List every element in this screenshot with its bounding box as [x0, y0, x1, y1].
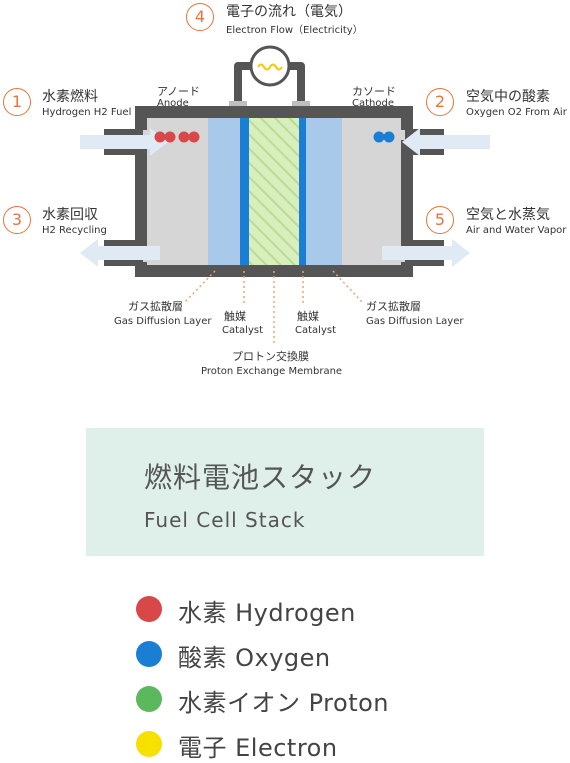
step-4-label-en: Electron Flow（Electricity）: [226, 25, 363, 36]
membrane-label-en: Proton Exchange Membrane: [201, 366, 343, 377]
stack-title-box: 燃料電池スタック Fuel Cell Stack: [86, 428, 484, 556]
legend-label-oxygen: 酸素 Oxygen: [178, 644, 331, 672]
cathode-label-en: Cathode: [352, 98, 394, 109]
hydrogen-recycle-arrow: [80, 239, 160, 267]
step-5-badge: 5: [426, 206, 454, 234]
stack-title-jp: 燃料電池スタック: [144, 461, 377, 494]
legend-label-electron: 電子 Electron: [178, 734, 338, 762]
legend-dot-electron: [136, 731, 162, 757]
oxygen-inflow-arrow: [402, 128, 490, 156]
catalyst-anode-label-jp: 触媒: [224, 310, 246, 323]
hydrogen-molecule: [188, 131, 200, 143]
oxygen-molecule: [373, 131, 385, 143]
legend-label-hydrogen: 水素 Hydrogen: [178, 599, 356, 627]
gdl-anode: [208, 114, 244, 269]
catalyst-anode-label-en: Catalyst: [222, 325, 263, 336]
legend-label-proton: 水素イオン Proton: [178, 689, 390, 717]
step-5-label-en: Air and Water Vapor: [466, 225, 567, 236]
anode-label-en: Anode: [157, 98, 189, 109]
load-wave: [257, 63, 283, 71]
oxygen-molecule: [383, 131, 395, 143]
step-3-badge: 3: [3, 206, 31, 234]
step-3-label-jp: 水素回収: [42, 207, 98, 223]
catalyst-cathode: [299, 114, 308, 269]
legend-dot-hydrogen: [136, 596, 162, 622]
catalyst-anode: [240, 114, 249, 269]
proton-exchange-membrane: [249, 114, 299, 269]
hydrogen-inflow-arrow: [80, 128, 168, 156]
hydrogen-molecule: [178, 131, 190, 143]
gdl-cathode-label-en: Gas Diffusion Layer: [366, 316, 464, 327]
gdl-cathode-label-jp: ガス拡散層: [366, 300, 421, 313]
step-4-label-jp: 電子の流れ（電気）: [226, 4, 352, 20]
legend-dot-oxygen: [136, 641, 162, 667]
step-1-label-jp: 水素燃料: [42, 89, 98, 105]
step-4-badge: 4: [186, 3, 214, 31]
step-2-label-jp: 空気中の酸素: [466, 89, 550, 105]
step-3-label-en: H2 Recycling: [42, 225, 107, 236]
gdl-anode-label-en: Gas Diffusion Layer: [114, 316, 212, 327]
step-5-label-jp: 空気と水蒸気: [466, 207, 550, 223]
stack-title-en: Fuel Cell Stack: [144, 508, 306, 532]
step-2-label-en: Oxygen O2 From Air: [466, 107, 567, 118]
legend-dot-proton: [136, 686, 162, 712]
gdl-anode-label-jp: ガス拡散層: [128, 300, 183, 313]
catalyst-cathode-label-en: Catalyst: [295, 325, 336, 336]
cathode-label-jp: カソード: [352, 85, 396, 98]
catalyst-cathode-label-jp: 触媒: [297, 310, 319, 323]
step-1-label-en: Hydrogen H2 Fuel: [42, 107, 132, 118]
step-1-badge: 1: [3, 88, 31, 116]
leader-gdl-cathode: [332, 270, 363, 303]
hydrogen-molecule: [154, 131, 166, 143]
membrane-label-jp: プロトン交換膜: [232, 350, 309, 363]
leader-gdl-anode: [184, 270, 216, 303]
hydrogen-molecule: [164, 131, 176, 143]
gdl-cathode: [306, 114, 342, 269]
fuel-cell-diagram: [80, 45, 490, 346]
anode-label-jp: アノード: [157, 85, 201, 98]
step-2-badge: 2: [426, 88, 454, 116]
water-vapor-outflow-arrow: [382, 239, 470, 267]
